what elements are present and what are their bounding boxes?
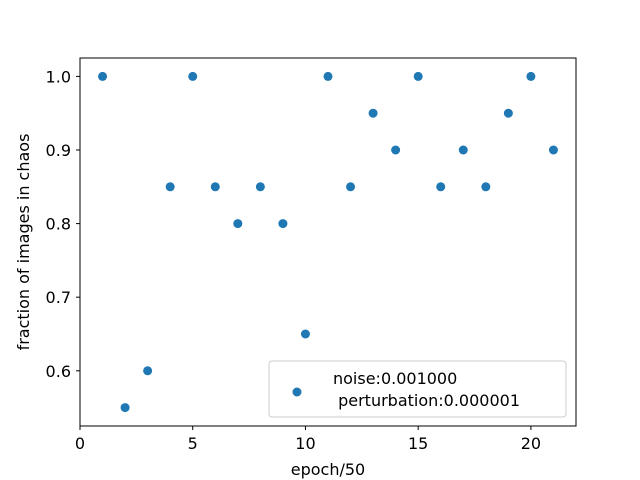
y-tick-label: 0.8 — [46, 215, 71, 234]
legend-box — [268, 360, 567, 418]
data-point — [143, 366, 153, 376]
data-point — [165, 182, 175, 192]
data-point — [413, 71, 423, 81]
data-points — [98, 71, 558, 413]
data-point — [526, 71, 536, 81]
y-tick-label: 0.7 — [46, 288, 71, 307]
data-point — [436, 182, 446, 192]
x-axis-ticks: 0 5 10 15 20 — [75, 426, 541, 453]
y-axis-ticks: 0.6 0.7 0.8 0.9 1.0 — [46, 67, 80, 381]
x-tick-label: 15 — [408, 434, 428, 453]
data-point — [255, 182, 265, 192]
x-axis-label: epoch/50 — [291, 460, 365, 479]
data-point — [481, 182, 491, 192]
data-point — [188, 71, 198, 81]
data-point — [391, 145, 401, 155]
x-tick-label: 10 — [295, 434, 315, 453]
legend-label-line-2: perturbation:0.000001 — [333, 391, 520, 410]
x-tick-label: 5 — [188, 434, 198, 453]
legend-label-line-1: noise:0.001000 — [333, 369, 457, 388]
y-tick-label: 0.6 — [46, 362, 71, 381]
y-tick-label: 1.0 — [46, 67, 71, 86]
data-point — [210, 182, 220, 192]
legend: noise:0.001000 perturbation:0.000001 — [268, 360, 567, 418]
data-point — [503, 108, 513, 118]
plot-frame — [79, 57, 577, 427]
data-point — [98, 71, 108, 81]
plot-area — [79, 57, 577, 427]
data-point — [458, 145, 468, 155]
data-point — [278, 219, 288, 229]
y-axis-label: fraction of images in chaos — [14, 134, 33, 351]
x-tick-label: 0 — [75, 434, 85, 453]
x-tick-label: 20 — [521, 434, 541, 453]
data-point — [233, 219, 243, 229]
data-point — [346, 182, 356, 192]
data-point — [300, 329, 310, 339]
data-point — [368, 108, 378, 118]
data-point — [120, 403, 130, 413]
y-tick-label: 0.9 — [46, 141, 71, 160]
legend-marker — [292, 387, 302, 397]
data-point — [323, 71, 333, 81]
data-point — [548, 145, 558, 155]
